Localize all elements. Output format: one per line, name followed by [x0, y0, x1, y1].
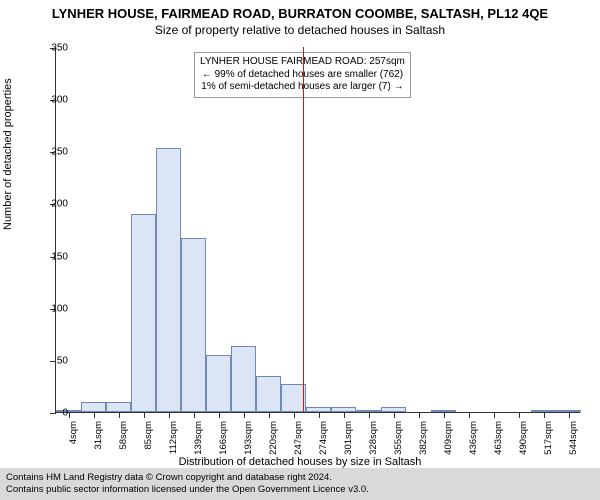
x-tick-label: 85sqm	[143, 421, 154, 461]
chart-title-address: LYNHER HOUSE, FAIRMEAD ROAD, BURRATON CO…	[0, 0, 600, 21]
x-tick	[119, 412, 120, 418]
y-tick-label: 200	[51, 199, 68, 210]
histogram-bar	[206, 355, 230, 412]
x-tick	[419, 412, 420, 418]
x-tick-label: 328sqm	[368, 421, 379, 461]
x-tick	[294, 412, 295, 418]
y-axis-label: Number of detached properties	[2, 78, 14, 230]
x-tick-label: 490sqm	[518, 421, 529, 461]
y-tick-label: 50	[57, 355, 68, 366]
x-tick	[319, 412, 320, 418]
histogram-bar	[181, 238, 205, 412]
x-tick	[569, 412, 570, 418]
x-tick	[169, 412, 170, 418]
chart-subtitle: Size of property relative to detached ho…	[0, 21, 600, 37]
plot-area: LYNHER HOUSE FAIRMEAD ROAD: 257sqm ← 99%…	[55, 48, 580, 413]
x-tick	[344, 412, 345, 418]
x-tick	[444, 412, 445, 418]
x-tick	[494, 412, 495, 418]
x-tick-label: 409sqm	[443, 421, 454, 461]
x-tick	[269, 412, 270, 418]
x-tick	[94, 412, 95, 418]
x-tick	[394, 412, 395, 418]
x-tick	[544, 412, 545, 418]
x-tick-label: 355sqm	[393, 421, 404, 461]
histogram-bar	[231, 346, 255, 412]
footer-line2: Contains public sector information licen…	[6, 484, 594, 496]
x-tick	[369, 412, 370, 418]
property-marker-line	[303, 47, 304, 412]
histogram-bar	[106, 402, 130, 412]
y-tick-label: 150	[51, 251, 68, 262]
x-tick	[194, 412, 195, 418]
x-tick-label: 436sqm	[468, 421, 479, 461]
x-tick-label: 193sqm	[243, 421, 254, 461]
x-tick-label: 4sqm	[68, 421, 79, 461]
footer-attribution: Contains HM Land Registry data © Crown c…	[0, 468, 600, 500]
histogram-bar	[131, 214, 155, 412]
y-tick-label: 0	[62, 408, 68, 419]
y-tick-label: 100	[51, 303, 68, 314]
x-tick-label: 301sqm	[343, 421, 354, 461]
x-tick	[244, 412, 245, 418]
x-tick-label: 382sqm	[418, 421, 429, 461]
histogram-bar	[81, 402, 105, 412]
x-tick	[519, 412, 520, 418]
footer-line1: Contains HM Land Registry data © Crown c…	[6, 472, 594, 484]
x-tick-label: 463sqm	[493, 421, 504, 461]
x-tick	[469, 412, 470, 418]
x-tick-label: 544sqm	[568, 421, 579, 461]
x-tick	[219, 412, 220, 418]
y-tick	[50, 413, 56, 414]
histogram-bar	[256, 376, 280, 413]
x-tick-label: 517sqm	[543, 421, 554, 461]
x-tick-label: 139sqm	[193, 421, 204, 461]
x-tick-label: 31sqm	[93, 421, 104, 461]
x-tick-label: 166sqm	[218, 421, 229, 461]
x-tick	[69, 412, 70, 418]
x-tick	[144, 412, 145, 418]
x-tick-label: 58sqm	[118, 421, 129, 461]
x-tick-label: 274sqm	[318, 421, 329, 461]
y-tick-label: 250	[51, 147, 68, 158]
histogram-bar	[156, 148, 180, 412]
x-tick-label: 220sqm	[268, 421, 279, 461]
y-tick	[50, 361, 56, 362]
x-tick-label: 112sqm	[168, 421, 179, 461]
y-tick-label: 300	[51, 95, 68, 106]
y-tick-label: 350	[51, 43, 68, 54]
x-tick-label: 247sqm	[293, 421, 304, 461]
